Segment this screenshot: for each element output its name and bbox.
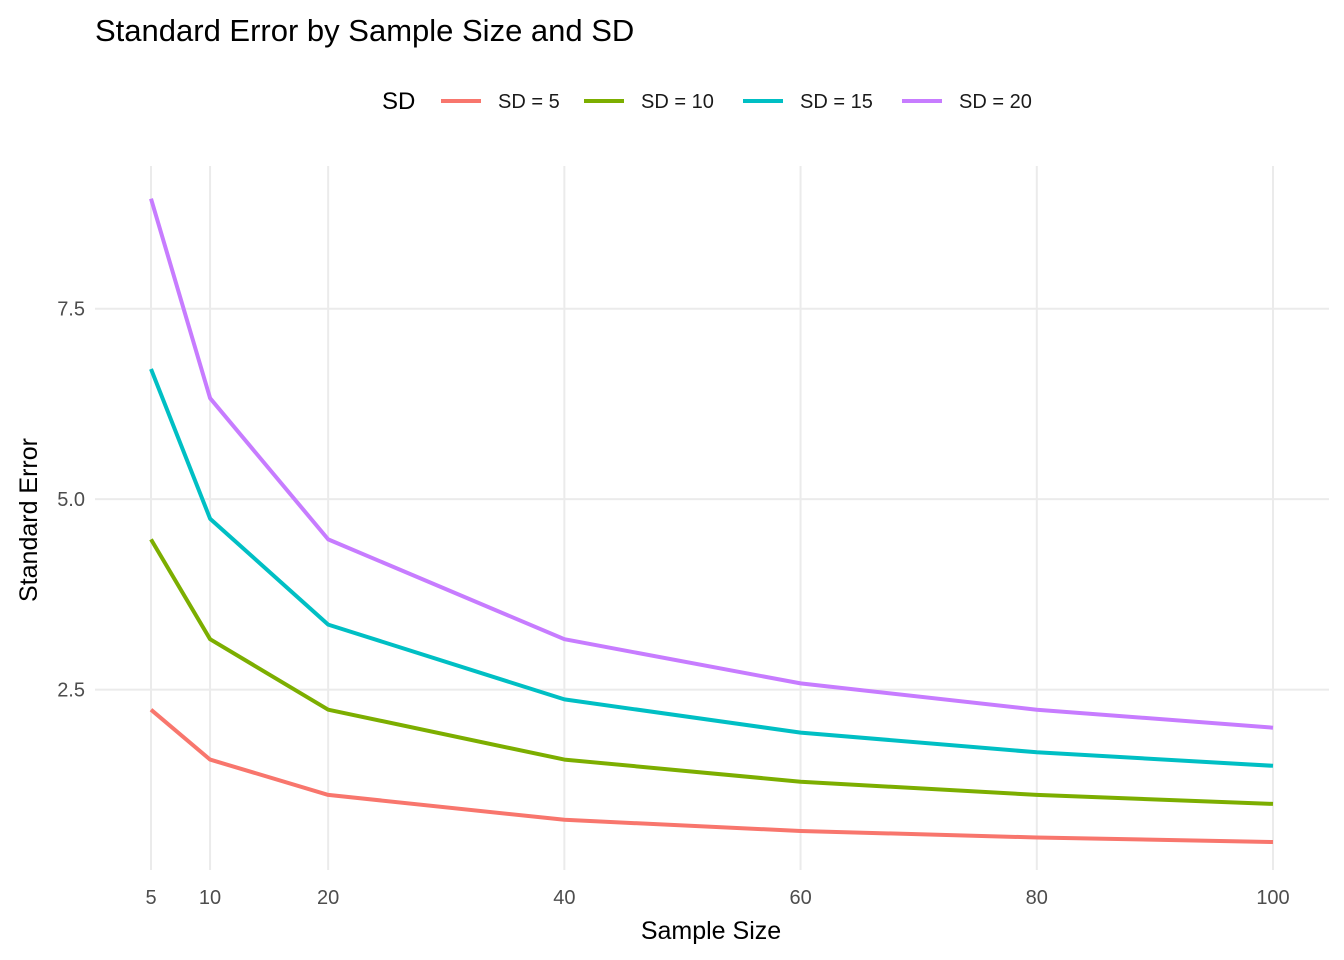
gridlines: [95, 166, 1329, 870]
series-line-4: [149, 198, 1274, 730]
legend-label-1: SD = 5: [498, 91, 560, 113]
y-tick-label: 2.5: [57, 680, 85, 702]
series-lines: [149, 198, 1274, 844]
y-tick-label: 5.0: [57, 489, 85, 511]
legend: SD SD = 5 SD = 10 SD = 15 SD = 20: [382, 88, 1032, 115]
y-axis-title: Standard Error: [15, 438, 43, 602]
x-axis-ticks: 5 10 20 40 60 80 100: [145, 887, 1289, 909]
legend-title: SD: [382, 88, 415, 115]
x-axis-title: Sample Size: [641, 917, 781, 945]
x-tick-label: 60: [789, 887, 811, 909]
series-line-3: [149, 368, 1274, 768]
x-tick-label: 100: [1256, 887, 1289, 909]
legend-label-4: SD = 20: [959, 91, 1032, 113]
x-tick-label: 10: [199, 887, 221, 909]
legend-label-3: SD = 15: [800, 91, 873, 113]
x-tick-label: 20: [317, 887, 339, 909]
chart-title: Standard Error by Sample Size and SD: [95, 13, 634, 48]
legend-items: SD = 5 SD = 10 SD = 15 SD = 20: [441, 91, 1032, 113]
series-line-1: [149, 708, 1274, 844]
y-axis-ticks: 2.5 5.0 7.5: [57, 299, 85, 702]
x-tick-label: 40: [553, 887, 575, 909]
x-tick-label: 80: [1026, 887, 1048, 909]
series-line-2: [149, 538, 1274, 806]
y-tick-label: 7.5: [57, 299, 85, 321]
x-tick-label: 5: [145, 887, 156, 909]
legend-label-2: SD = 10: [641, 91, 714, 113]
